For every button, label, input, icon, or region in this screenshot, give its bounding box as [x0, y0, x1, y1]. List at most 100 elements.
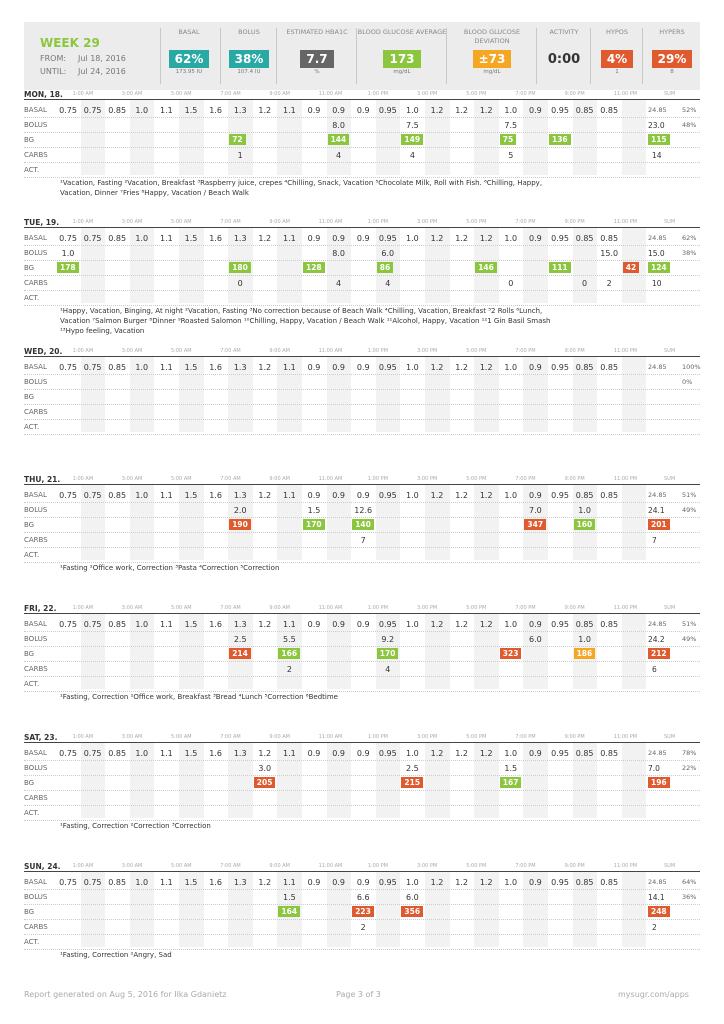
- sum-bg-badge: 115: [648, 134, 670, 145]
- basal-value: 0.85: [600, 620, 619, 629]
- pct-bolus: 38%: [682, 249, 697, 257]
- basal-value: 0.85: [575, 234, 594, 243]
- time-label: 7:00 AM: [220, 476, 241, 482]
- sum-bg-badge: 196: [648, 777, 670, 788]
- basal-value: 0.85: [600, 749, 619, 758]
- day-header: TUE, 19.: [24, 218, 700, 228]
- bg-badge[interactable]: 170: [376, 648, 399, 659]
- basal-value: 0.9: [332, 491, 345, 500]
- bg-badge[interactable]: 86: [376, 262, 394, 273]
- pct-basal: 52%: [682, 106, 697, 114]
- basal-value: 0.85: [108, 363, 127, 372]
- time-label: 7:00 AM: [220, 91, 241, 97]
- metric-sub: mg/dL: [483, 69, 501, 75]
- row-label: BOLUS: [24, 893, 48, 901]
- bg-badge[interactable]: 186: [573, 648, 596, 659]
- day-name: MON, 18.: [24, 90, 63, 99]
- basal-value: 1.2: [455, 878, 468, 887]
- bg-badge[interactable]: 205: [253, 777, 276, 788]
- bg-badge[interactable]: 164: [278, 906, 301, 917]
- bg-badge[interactable]: 146: [475, 262, 497, 273]
- basal-value: 0.75: [83, 234, 102, 243]
- period: FROM: Jul 18, 2016 UNTIL: Jul 24, 2016: [40, 54, 126, 76]
- basal-value: 0.9: [332, 620, 345, 629]
- metric-4: BLOOD GLUCOSE DEVIATION ±73 mg/dL: [446, 28, 537, 84]
- basal-value: 1.1: [283, 106, 296, 115]
- basal-value: 0.9: [356, 749, 370, 758]
- row-label: BASAL: [24, 491, 47, 499]
- time-label: 5:00 PM: [466, 348, 487, 354]
- basal-value: 1.0: [504, 749, 518, 758]
- bg-badge[interactable]: 356: [401, 906, 424, 917]
- basal-value: 0.9: [529, 491, 542, 500]
- bg-badge[interactable]: 75: [499, 134, 517, 145]
- basal-value: 0.9: [356, 491, 370, 500]
- time-label: 1:00 PM: [367, 91, 388, 97]
- time-label: SUM: [664, 219, 676, 225]
- carbs-value: 1: [237, 151, 243, 160]
- basal-value: 0.95: [551, 363, 569, 372]
- day-block: MON, 18. 1:00 AM 3:00 AM 5:00 AM 7:00 AM 9:00…: [24, 90, 700, 215]
- bg-badge[interactable]: 223: [352, 906, 374, 917]
- bg-badge[interactable]: 160: [573, 519, 596, 530]
- time-label: 11:00 PM: [613, 348, 638, 354]
- bg-badge[interactable]: 178: [57, 262, 79, 273]
- basal-value: 0.95: [551, 878, 569, 887]
- time-label: 1:00 AM: [72, 605, 94, 611]
- bg-badge[interactable]: 72: [229, 134, 246, 145]
- basal-value: 0.75: [59, 620, 77, 629]
- basal-value: 0.75: [83, 749, 102, 758]
- bg-badge[interactable]: 149: [401, 134, 424, 145]
- basal-sum: 24.85: [648, 620, 667, 628]
- basal-value: 0.95: [378, 363, 397, 372]
- row-label: ACT.: [24, 938, 40, 946]
- bg-badge[interactable]: 166: [278, 648, 301, 659]
- footer-url[interactable]: mysugr.com/apps: [618, 990, 689, 999]
- bg-badge[interactable]: 215: [401, 777, 424, 788]
- basal-value: 1.2: [430, 878, 444, 887]
- basal-value: 1.0: [406, 878, 419, 887]
- time-label: 1:00 PM: [367, 219, 388, 225]
- bg-badge[interactable]: 170: [303, 519, 325, 530]
- basal-value: 1.1: [283, 234, 296, 243]
- basal-value: 1.2: [258, 106, 272, 115]
- bg-badge[interactable]: 111: [549, 262, 571, 273]
- bolus-value: 8.0: [332, 249, 345, 258]
- row-label: BOLUS: [24, 121, 48, 129]
- pct-basal: 62%: [682, 234, 697, 242]
- basal-value: 1.1: [283, 491, 296, 500]
- row-label: CARBS: [24, 536, 48, 544]
- basal-value: 1.2: [455, 363, 468, 372]
- metric-label: HYPERS: [659, 28, 685, 36]
- bolus-value: 1.0: [61, 249, 75, 258]
- basal-value: 1.1: [160, 878, 173, 887]
- bg-badge[interactable]: 136: [549, 134, 571, 145]
- sum-bolus: 23.0: [648, 121, 665, 130]
- pct-bolus: 48%: [682, 121, 697, 129]
- time-label: 11:00 AM: [318, 863, 343, 869]
- time-label: 3:00 AM: [121, 605, 143, 611]
- day-block: FRI, 22. 1:00 AM 3:00 AM 5:00 AM 7:00 AM 9:00…: [24, 604, 700, 729]
- basal-value: 1.3: [233, 234, 247, 243]
- basal-value: 1.2: [430, 106, 444, 115]
- basal-value: 1.2: [430, 749, 444, 758]
- bg-badge[interactable]: 214: [229, 648, 251, 659]
- bg-badge[interactable]: 180: [229, 262, 251, 273]
- bg-badge[interactable]: 128: [303, 262, 325, 273]
- metric-value: 0:00: [547, 52, 581, 67]
- bolus-value: 1.5: [283, 893, 296, 902]
- bg-badge[interactable]: 144: [327, 134, 350, 145]
- bg-badge[interactable]: 323: [499, 648, 522, 659]
- day-block: THU, 21. 1:00 AM 3:00 AM 5:00 AM 7:00 AM 9:00…: [24, 475, 700, 600]
- bg-badge[interactable]: 167: [499, 777, 522, 788]
- time-label: 3:00 AM: [121, 734, 143, 740]
- bg-badge[interactable]: 140: [352, 519, 374, 530]
- bg-badge[interactable]: 347: [524, 519, 547, 530]
- bg-badge[interactable]: 190: [229, 519, 251, 530]
- time-label: 3:00 PM: [417, 91, 438, 97]
- pct-bolus: 49%: [682, 506, 697, 514]
- basal-value: 1.1: [160, 491, 173, 500]
- bg-badge[interactable]: 42: [622, 262, 640, 273]
- time-label: 9:00 AM: [269, 348, 290, 354]
- day-header: SAT, 23.: [24, 733, 700, 743]
